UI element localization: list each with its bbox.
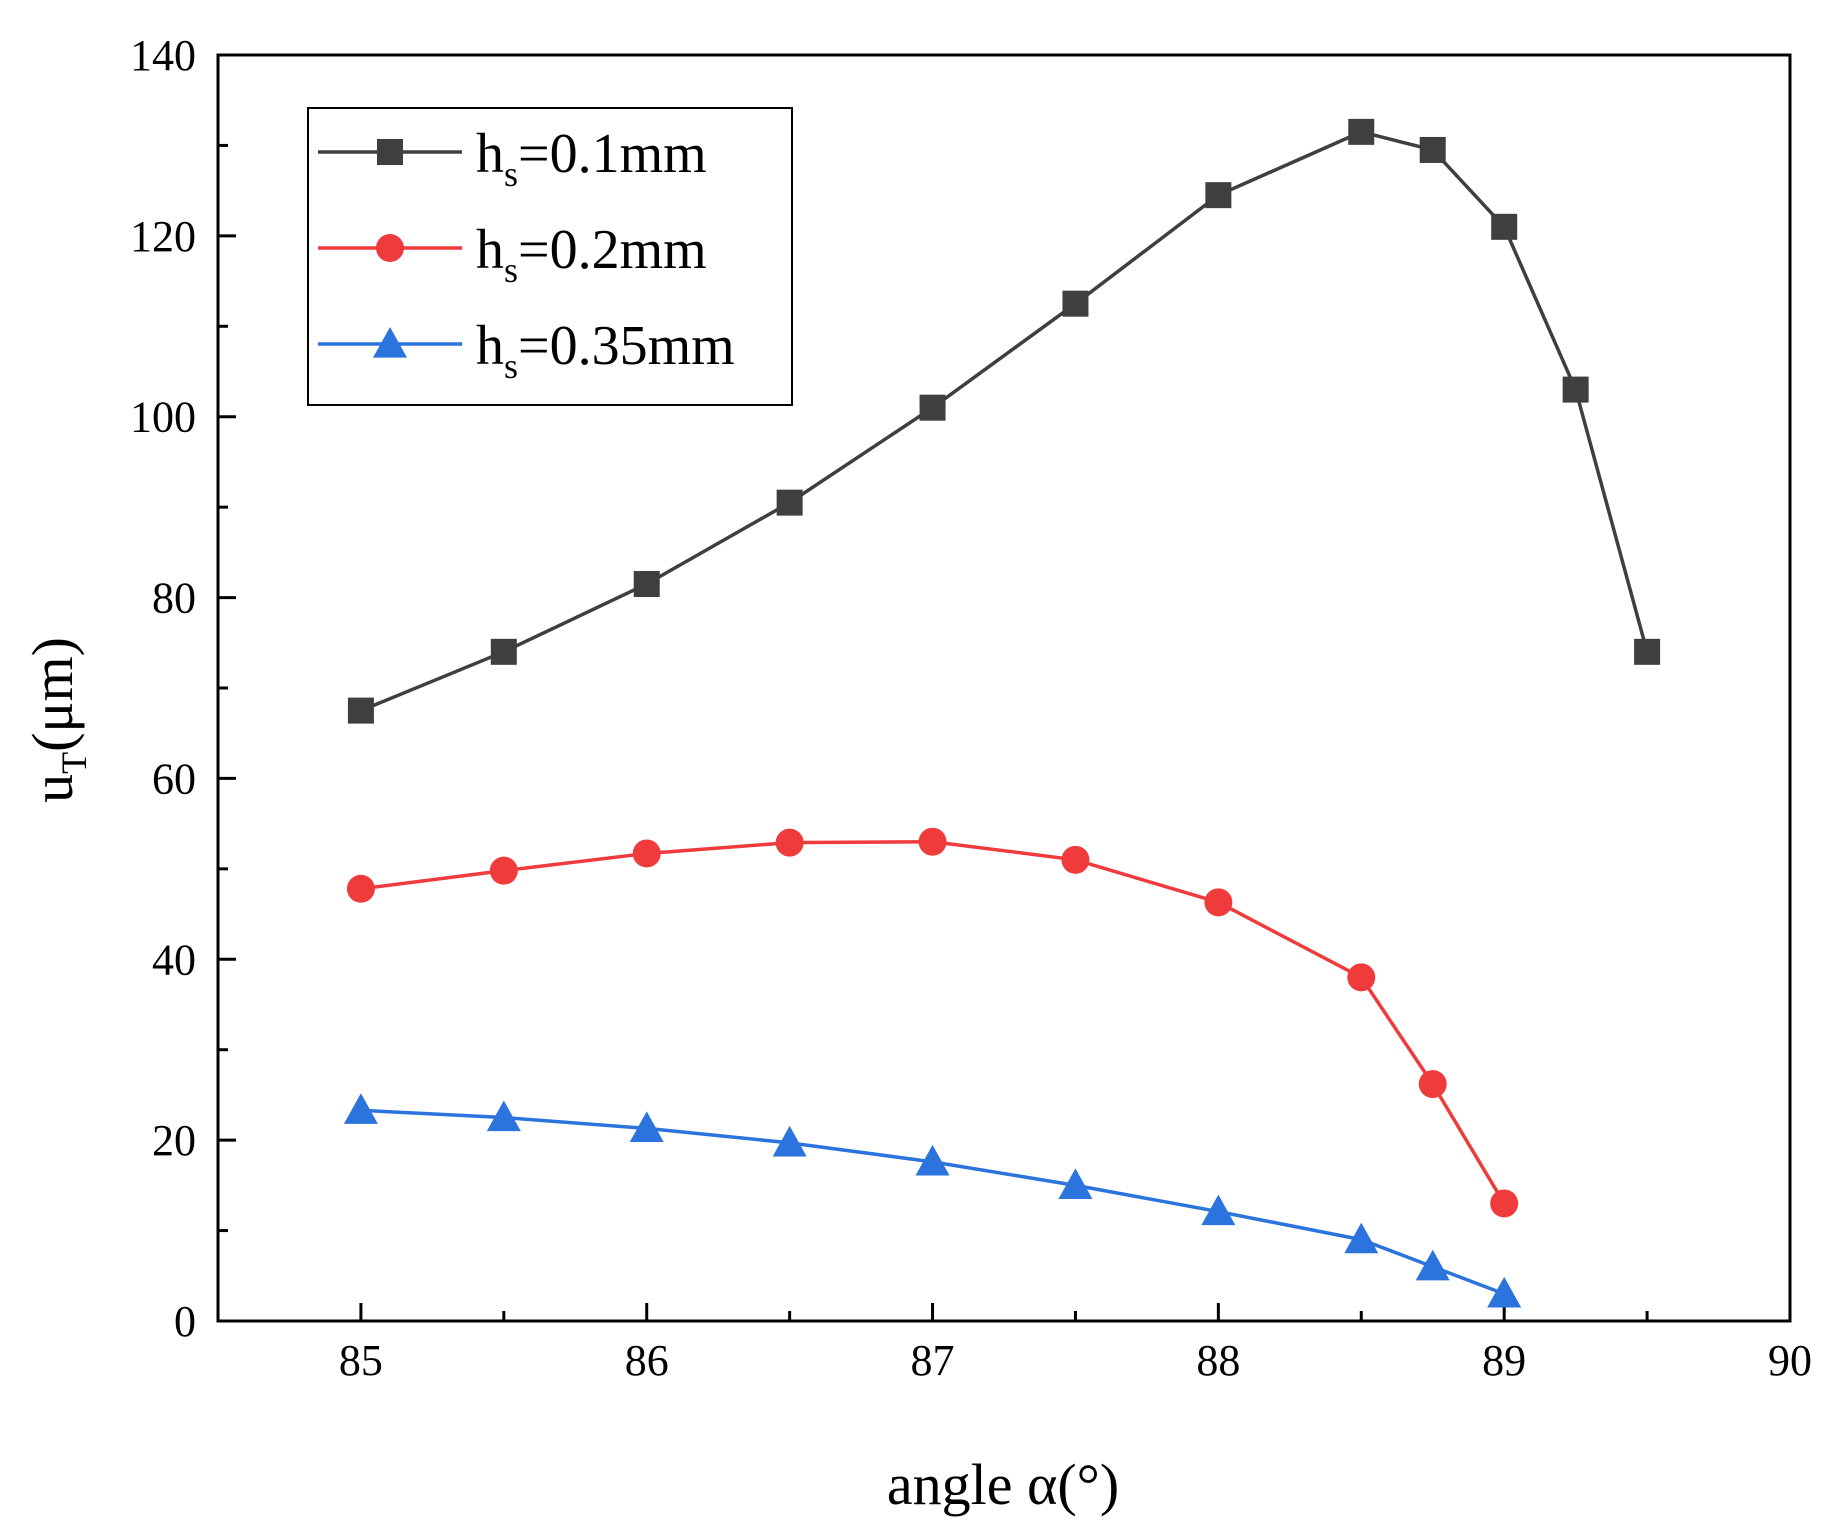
data-point (343, 1093, 378, 1124)
legend-label-rest: =0.35mm (518, 315, 735, 377)
x-tick-label: 87 (911, 1336, 955, 1385)
y-tick-label: 120 (130, 212, 196, 261)
data-point (776, 489, 803, 516)
data-point (1348, 118, 1375, 145)
series-0 (347, 118, 1661, 724)
tick-labels: 85 86 87 88 89 90 0 20 40 60 80 100 120 140 (130, 31, 1812, 1385)
data-point (489, 856, 518, 885)
x-axis-title: angle α(°) (887, 1452, 1119, 1517)
legend-label-main: h (476, 123, 504, 185)
y-axis-title: uT(μm) (20, 637, 94, 803)
legend-label-rest: =0.1mm (518, 123, 707, 185)
series-2 (343, 1093, 1522, 1308)
legend-label-main: h (476, 315, 504, 377)
legend-label: hs=0.2mm (476, 219, 707, 290)
data-point (632, 839, 661, 868)
data-point (1344, 1222, 1379, 1254)
data-point (633, 571, 660, 598)
legend-label: hs=0.35mm (476, 315, 735, 386)
data-point (1204, 888, 1233, 917)
data-point (772, 1125, 807, 1157)
data-point (1418, 1070, 1447, 1099)
data-point (915, 1144, 950, 1176)
x-tick-label: 88 (1196, 1336, 1240, 1385)
y-tick-label: 0 (174, 1297, 196, 1346)
legend-entry-0: hs=0.1mm (318, 123, 707, 194)
legend-label: hs=0.1mm (476, 123, 707, 194)
data-point (775, 828, 804, 857)
data-point (1419, 136, 1446, 163)
x-tick-label: 90 (1768, 1336, 1812, 1385)
data-point (1205, 182, 1232, 209)
data-point (1058, 1168, 1093, 1199)
data-point (347, 697, 374, 724)
y-axis-title-unit: (μm) (20, 637, 85, 752)
legend-label-rest: =0.2mm (518, 219, 707, 281)
data-point (1201, 1194, 1236, 1226)
y-tick-label: 140 (130, 31, 196, 80)
series-line (360, 1108, 1505, 1296)
data-point (1062, 290, 1089, 317)
data-point (1491, 213, 1518, 240)
data-point (1562, 376, 1589, 403)
legend-label-sub: s (504, 154, 518, 194)
y-axis-title-main: u (20, 774, 85, 803)
x-tick-label: 86 (625, 1336, 669, 1385)
legend-label-sub: s (504, 346, 518, 386)
data-point (346, 874, 375, 903)
legend-label-main: h (476, 219, 504, 281)
data-point (1061, 845, 1090, 874)
data-point (629, 1111, 664, 1142)
data-point (486, 1100, 521, 1132)
data-point (490, 638, 517, 665)
svg-text:uT(μm): uT(μm) (20, 637, 94, 803)
data-point (918, 827, 947, 856)
legend-marker (376, 234, 404, 262)
y-tick-label: 100 (130, 393, 196, 442)
legend-marker (377, 139, 403, 165)
y-tick-label: 60 (152, 754, 196, 803)
legend-marker (373, 327, 407, 358)
legend-entry-1: hs=0.2mm (318, 219, 707, 290)
data-point (1487, 1276, 1522, 1308)
y-tick-label: 40 (152, 935, 196, 984)
series-line (360, 839, 1506, 1205)
data-point (919, 394, 946, 421)
legend-entry-2: hs=0.35mm (318, 315, 735, 386)
x-tick-label: 89 (1482, 1336, 1526, 1385)
y-axis-title-sub: T (54, 752, 94, 774)
series-layer (343, 118, 1661, 1308)
data-point (1634, 638, 1661, 665)
legend-label-sub: s (504, 250, 518, 290)
x-tick-label: 85 (339, 1336, 383, 1385)
data-point (1490, 1189, 1519, 1218)
series-line (360, 130, 1649, 713)
data-point (1347, 963, 1376, 992)
data-point (1415, 1249, 1450, 1281)
y-tick-label: 20 (152, 1116, 196, 1165)
y-tick-label: 80 (152, 574, 196, 623)
series-1 (346, 827, 1519, 1218)
